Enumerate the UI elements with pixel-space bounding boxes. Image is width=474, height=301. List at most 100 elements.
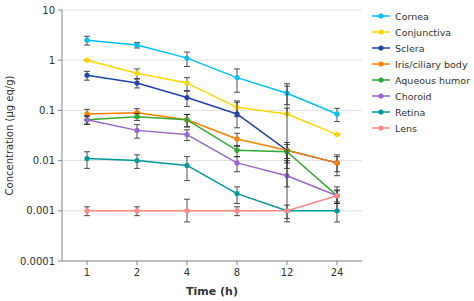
- x-tick-label: 4: [184, 267, 190, 278]
- point: [184, 117, 189, 122]
- legend-marker: [378, 13, 383, 18]
- series: [84, 36, 340, 121]
- point: [234, 160, 239, 165]
- error-bar: [234, 102, 240, 128]
- error-bar: [334, 108, 340, 121]
- x-tick: [187, 261, 188, 265]
- error-bar: [184, 130, 190, 141]
- point: [234, 136, 239, 141]
- y-tick: [58, 160, 62, 161]
- series-line: [87, 40, 337, 114]
- point: [84, 38, 89, 43]
- grid: [62, 10, 362, 261]
- error-bar: [184, 157, 190, 181]
- x-tick: [237, 261, 238, 265]
- error-bar: [234, 207, 240, 216]
- point: [84, 117, 89, 122]
- legend-item: Cornea: [372, 11, 429, 22]
- x-tick-label: 12: [281, 267, 294, 278]
- point: [134, 80, 139, 85]
- point: [84, 117, 89, 122]
- legend-marker: [378, 45, 383, 50]
- series: [84, 116, 340, 202]
- y-tick-label: 0.001: [26, 205, 55, 216]
- legend-label: Sclera: [395, 43, 424, 54]
- series: [84, 108, 340, 222]
- legend-item: Lens: [372, 123, 417, 134]
- error-bar: [234, 157, 240, 172]
- y-tick-label: 0.01: [33, 155, 55, 166]
- error-bar: [84, 116, 90, 124]
- axes: 0.00010.0010.010.111012481224: [20, 5, 362, 279]
- x-axis-line: [62, 261, 362, 262]
- point: [334, 193, 339, 198]
- x-tick: [287, 261, 288, 265]
- y-tick-label: 0.0001: [20, 256, 55, 267]
- legend-item: Choroid: [372, 91, 432, 102]
- legend-label: Retina: [395, 107, 425, 118]
- legend-marker: [378, 61, 383, 66]
- error-bar: [334, 190, 340, 203]
- point: [184, 95, 189, 100]
- x-tick-label: 1: [84, 267, 90, 278]
- point: [134, 71, 139, 76]
- grid-line: [62, 110, 362, 111]
- y-tick: [58, 60, 62, 61]
- error-bar: [184, 52, 190, 66]
- series-line: [87, 120, 337, 196]
- legend-label: Choroid: [395, 91, 432, 102]
- y-tick-label: 10: [42, 5, 55, 16]
- error-bar: [234, 145, 240, 156]
- point: [334, 160, 339, 165]
- y-axis-label: Concentration (μg eq/g): [4, 75, 15, 195]
- point: [84, 208, 89, 213]
- legend-label: Cornea: [395, 11, 429, 22]
- error-bar: [134, 43, 140, 48]
- error-bar: [234, 69, 240, 92]
- point: [134, 114, 139, 119]
- point: [334, 160, 339, 165]
- error-bar: [134, 207, 140, 216]
- error-bar: [184, 114, 190, 126]
- point: [334, 111, 339, 116]
- point: [184, 56, 189, 61]
- point: [234, 191, 239, 196]
- point: [234, 208, 239, 213]
- series-line: [87, 75, 337, 163]
- legend-item: Sclera: [372, 43, 424, 54]
- error-bar: [134, 125, 140, 138]
- point: [184, 163, 189, 168]
- chart-container: 0.00010.0010.010.111012481224Time (h)Con…: [0, 0, 474, 301]
- legend-marker: [378, 93, 383, 98]
- legend-marker: [378, 29, 383, 34]
- series-line: [87, 196, 337, 211]
- point: [284, 208, 289, 213]
- y-tick: [58, 261, 62, 262]
- error-bar: [184, 78, 190, 91]
- legend-label: Lens: [395, 123, 417, 134]
- grid-line: [62, 60, 362, 61]
- point: [334, 193, 339, 198]
- x-axis-label: Time (h): [186, 285, 238, 298]
- point: [234, 75, 239, 80]
- point: [184, 132, 189, 137]
- grid-line: [62, 10, 362, 11]
- error-bar: [84, 36, 90, 45]
- point: [134, 128, 139, 133]
- legend-label: Conjunctiva: [395, 27, 451, 38]
- error-bar: [134, 155, 140, 168]
- legend-label: Aqueous humor: [395, 75, 470, 86]
- error-bar: [134, 113, 140, 120]
- point: [134, 42, 139, 47]
- legend-label: Iris/ciliary body: [395, 59, 468, 70]
- y-tick: [58, 10, 62, 11]
- legend-item: Retina: [372, 107, 425, 118]
- error-bar: [234, 133, 240, 146]
- point: [134, 158, 139, 163]
- legend-marker: [378, 125, 383, 130]
- x-tick: [337, 261, 338, 265]
- error-bar: [184, 114, 190, 126]
- legend-item: Conjunctiva: [372, 27, 451, 38]
- point: [184, 80, 189, 85]
- y-tick-label: 0.1: [39, 105, 55, 116]
